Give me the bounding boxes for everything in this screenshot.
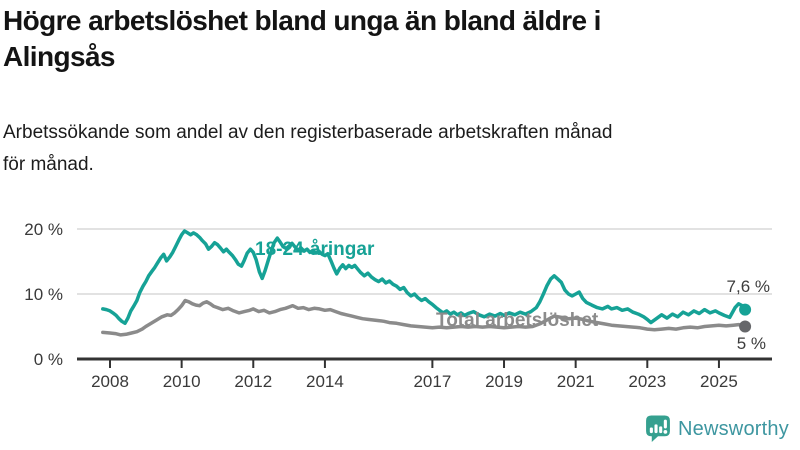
x-tick-label-2021: 2021 — [557, 372, 595, 391]
x-tick-label-2019: 2019 — [485, 372, 523, 391]
x-tick-label-2025: 2025 — [700, 372, 738, 391]
end-value-label-youth: 7,6 % — [726, 277, 770, 296]
x-tick-label-2023: 2023 — [628, 372, 666, 391]
page-subtitle: Arbetssökande som andel av den registerb… — [3, 122, 613, 175]
total-series-line — [101, 298, 747, 337]
x-tick-label-2012: 2012 — [234, 372, 272, 391]
x-tick-label-2008: 2008 — [91, 372, 129, 391]
y-tick-label-10: 10 % — [24, 285, 63, 304]
page-title: Högre arbetslöshet bland unga än bland ä… — [3, 5, 601, 72]
y-tick-label-20: 20 % — [24, 220, 63, 239]
series-label-total: Total arbetslöshet — [436, 310, 599, 331]
x-tick-label-2017: 2017 — [413, 372, 451, 391]
end-value-label-total: 5 % — [736, 334, 766, 353]
newsworthy-bubble-chart-icon — [646, 415, 670, 442]
x-tick-label-2010: 2010 — [163, 372, 201, 391]
series-label-youth: 18-24-åringar — [255, 239, 375, 260]
newsworthy-logo-text: Newsworthy — [678, 417, 789, 440]
newsworthy-logo[interactable]: Newsworthy — [645, 415, 789, 443]
youth-end-dot — [739, 303, 752, 316]
y-tick-label-0: 0 % — [34, 350, 63, 369]
x-tick-label-2014: 2014 — [306, 372, 344, 391]
total-end-dot — [739, 320, 752, 333]
youth-series-line — [101, 229, 747, 326]
